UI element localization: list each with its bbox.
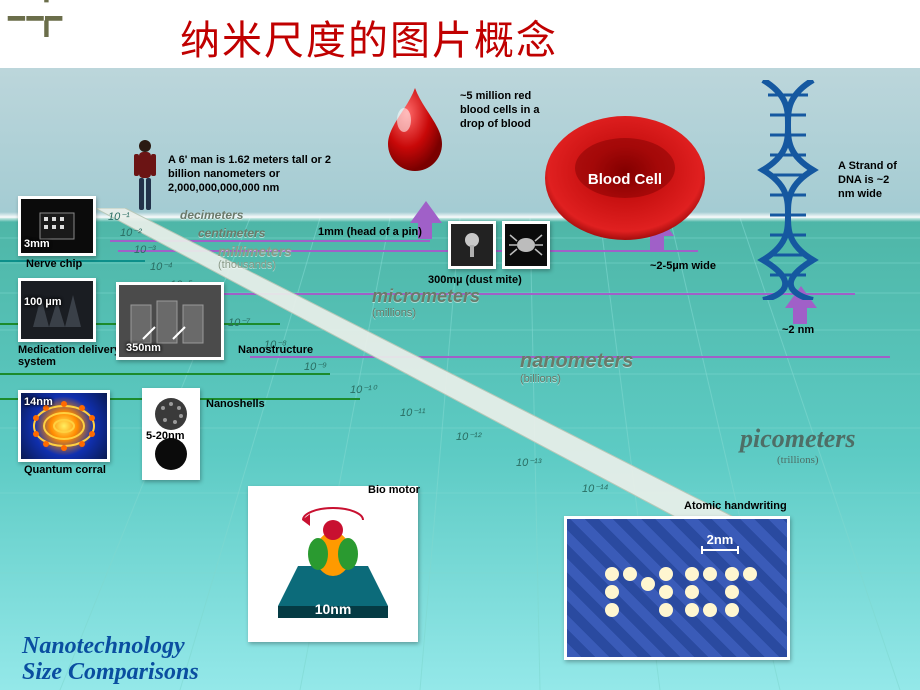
meds-icon (27, 287, 87, 333)
unit-label-micrometers: micrometers(millions) (372, 286, 480, 319)
scale-tick: 10⁻³ (134, 243, 156, 256)
unit-label-millimeters: millimeters(thousands) (218, 243, 292, 271)
nanostructure-overlay: 350nm (126, 342, 161, 354)
page: ━ ━ ━ ╹╻ 纳米尺度的图片概念 (0, 0, 920, 690)
scale-tick: 10⁻¹⁴ (582, 482, 608, 495)
scene: 10⁻¹10⁻²10⁻³10⁻⁴10⁻⁵10⁻⁶10⁻⁷10⁻⁸10⁻⁹10⁻¹… (0, 68, 920, 690)
scale-tick: 10⁻² (120, 226, 142, 239)
dustmite-note: 300mµ (dust mite) (428, 274, 522, 288)
biomotor-icon: 10nm (258, 496, 408, 632)
scale-tick: 10⁻¹² (456, 430, 481, 443)
nanoshells-overlay: 5-20nm (146, 430, 185, 442)
pin-icon (457, 230, 487, 260)
meds-caption: Medication delivery system (18, 344, 128, 368)
blood-cell-wide: ~2-5µm wide (650, 260, 716, 274)
corner-decoration-vertical: ╹╻ (38, 0, 55, 30)
scale-tick: 10⁻⁴ (150, 260, 173, 273)
unit-label-nanometers: nanometers(billions) (520, 350, 633, 385)
thumb-quantum-corral: 14nm Quantum corral (18, 390, 110, 462)
thumb-biomotor: 10nm Bio motor (248, 486, 418, 642)
unit-label-centimeters: centimeters (198, 226, 265, 240)
title-bar: ━ ━ ━ ╹╻ 纳米尺度的图片概念 (0, 0, 920, 68)
nerve-overlay: 3mm (24, 238, 50, 250)
man-note: A 6' man is 1.62 meters tall or 2 billio… (168, 154, 348, 195)
atomic-caption: Atomic handwriting (684, 500, 787, 512)
blood-cell-label: Blood Cell (588, 171, 662, 188)
mite-icon (509, 231, 543, 259)
blood-drop-note: ~5 million red blood cells in a drop of … (460, 90, 540, 131)
scale-tick: 10⁻¹⁰ (350, 383, 376, 396)
blood-drop-icon (380, 86, 450, 176)
picometers-label: picometers (trillions) (740, 424, 856, 466)
svg-text:10nm: 10nm (315, 601, 352, 617)
atomic-icon: 2nm (572, 524, 782, 652)
meds-overlay: 100 µm (24, 296, 62, 308)
blood-cell-icon: Blood Cell (540, 108, 710, 248)
page-title: 纳米尺度的图片概念 (180, 8, 558, 66)
footer-line1: Nanotechnology (22, 633, 185, 660)
nanoshell-top-icon (151, 394, 191, 434)
thumb-dustmite (502, 221, 550, 269)
dna-2nm: ~2 nm (782, 324, 814, 338)
svg-text:2nm: 2nm (707, 532, 734, 547)
unit-label-decimeters: decimeters (180, 208, 243, 222)
dna-helix-icon (748, 80, 828, 300)
scale-tick: 10⁻¹³ (516, 456, 541, 469)
scale-tick: 10⁻¹¹ (400, 406, 425, 419)
thumb-pinhead (448, 221, 496, 269)
nanostructure-caption: Nanostructure (238, 344, 313, 356)
dna-note: A Strand of DNA is ~2 nm wide (838, 160, 898, 201)
pinhead-note: 1mm (head of a pin) (318, 226, 422, 240)
man-figure (128, 138, 162, 216)
pico-sub: (trillions) (740, 454, 856, 466)
nerve-caption: Nerve chip (26, 258, 82, 270)
corral-overlay: 14nm (24, 396, 53, 408)
corral-caption: Quantum corral (24, 464, 106, 476)
thumb-medication: 100 µm Medication delivery system (18, 278, 96, 342)
scale-tick: 10⁻⁷ (228, 316, 250, 329)
biomotor-caption: Bio motor (368, 484, 420, 496)
pico-title-text: picometers (740, 424, 856, 453)
scale-tick: 10⁻¹ (108, 210, 130, 223)
thumb-nanostructure: 350nm Nanostructure (116, 282, 224, 360)
thumb-atomic: 2nm Atomic handwriting (564, 516, 790, 660)
thumb-nanoshells: 5-20nm Nanoshells (142, 388, 200, 480)
nanoshells-caption: Nanoshells (206, 398, 265, 410)
thumb-nerve-chip: 3mm Nerve chip (18, 196, 96, 256)
scale-tick: 10⁻⁹ (304, 360, 327, 373)
footer-line2: Size Comparisons (22, 659, 199, 686)
